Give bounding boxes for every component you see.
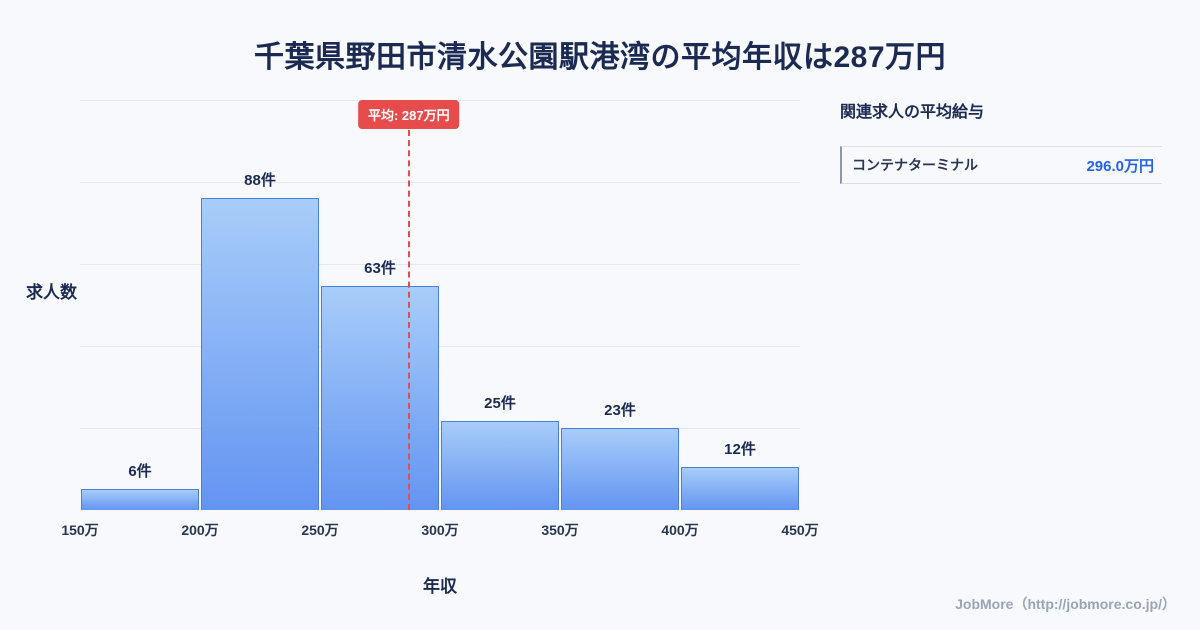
salary-histogram: 6件 88件 63件 25件 23件 12件 平均: 287万円 xyxy=(80,100,800,510)
histogram-bar xyxy=(201,198,319,510)
x-tick-label: 350万 xyxy=(541,522,579,538)
bar-count-label: 12件 xyxy=(724,441,756,458)
x-tick-label: 300万 xyxy=(421,522,459,538)
histogram-bar xyxy=(561,428,679,510)
histogram-bar xyxy=(321,286,439,510)
x-axis-label: 年収 xyxy=(423,577,457,596)
x-tick-label: 400万 xyxy=(661,522,699,538)
gridline xyxy=(80,428,800,429)
footer-credit: JobMore（http://jobmore.co.jp/） xyxy=(955,596,1176,612)
x-tick-label: 250万 xyxy=(301,522,339,538)
y-axis-label: 求人数 xyxy=(26,283,77,302)
bar-count-label: 25件 xyxy=(484,395,516,412)
bar-count-label: 6件 xyxy=(128,463,152,480)
x-axis-ticks: 150万 200万 250万 300万 350万 400万 450万 xyxy=(61,520,818,540)
related-job-value: 296.0万円 xyxy=(1086,157,1154,175)
average-badge: 平均: 287万円 xyxy=(357,100,460,129)
related-jobs-heading: 関連求人の平均給与 xyxy=(840,104,985,121)
gridline xyxy=(80,182,800,183)
histogram-bar xyxy=(441,421,559,510)
related-job-label: コンテナターミナル xyxy=(852,157,978,173)
histogram-bar xyxy=(681,467,799,510)
bar-count-label: 63件 xyxy=(364,260,396,277)
gridline xyxy=(80,346,800,347)
bar-count-label: 23件 xyxy=(604,402,636,419)
page-title: 千葉県野田市清水公園駅港湾の平均年収は287万円 xyxy=(253,41,947,74)
gridline xyxy=(80,264,800,265)
x-tick-label: 150万 xyxy=(61,522,99,538)
x-tick-label: 450万 xyxy=(781,522,819,538)
bar-count-label: 88件 xyxy=(244,172,276,189)
related-job-row: コンテナターミナル 296.0万円 xyxy=(840,146,1162,184)
x-tick-label: 200万 xyxy=(181,522,219,538)
average-line xyxy=(407,130,410,510)
histogram-bar xyxy=(81,489,199,510)
